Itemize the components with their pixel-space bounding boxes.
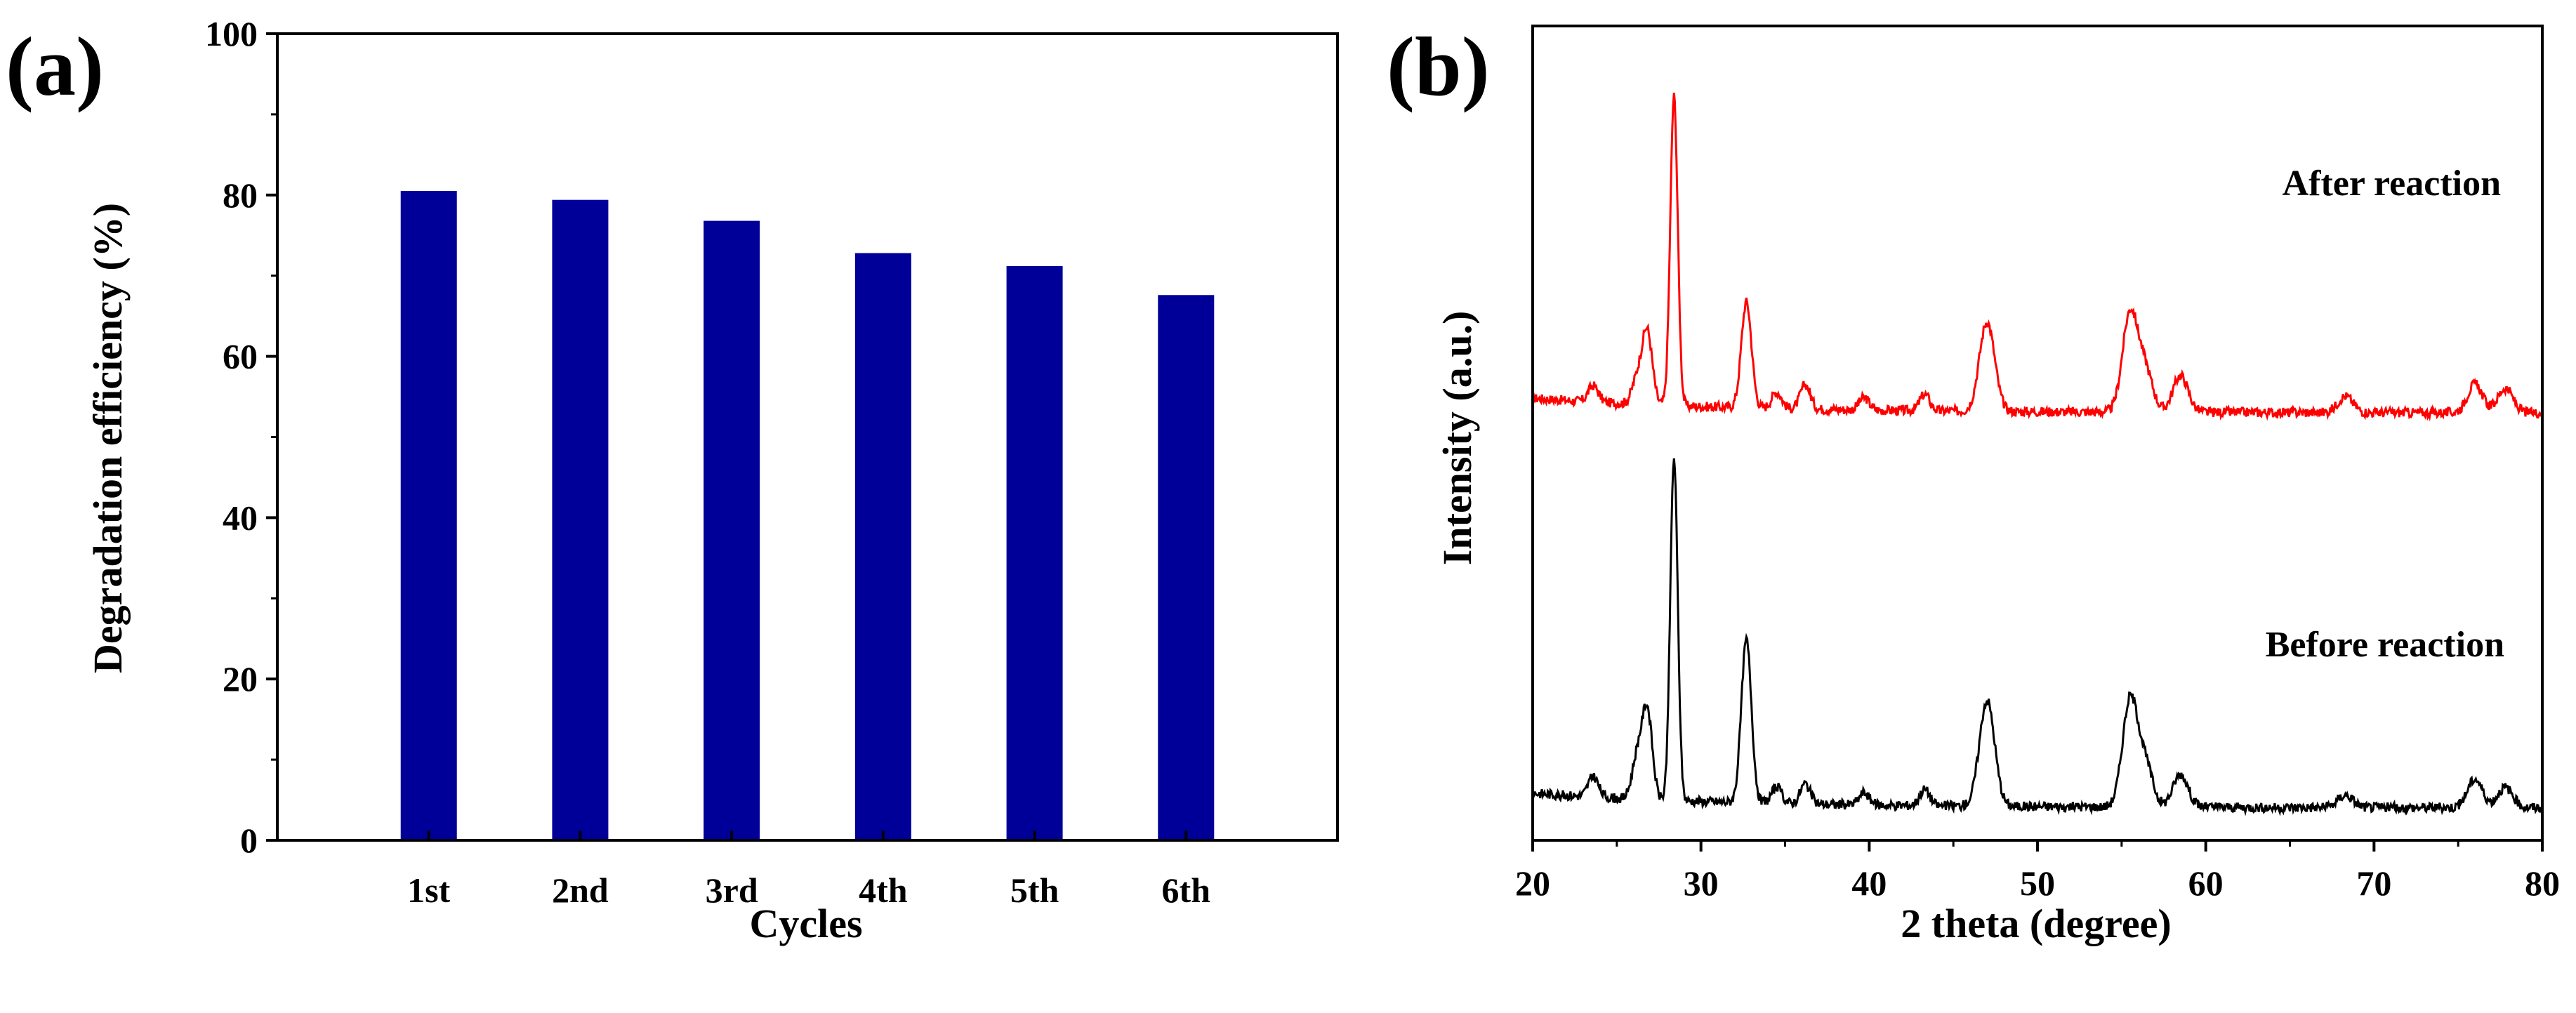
series-line-after-reaction	[1532, 93, 2543, 422]
axes-a: 1st 2nd 3rd 4th 5th 6th 0 20 40 60 80 100	[205, 14, 1339, 910]
x-tick-label: 1st	[407, 870, 450, 910]
y-axis-label-a: Degradation efficiency (%)	[85, 203, 131, 673]
x-tick-label: 40	[1851, 863, 1887, 903]
y-tick-label: 80	[223, 176, 258, 215]
x-axis-label-b: 2 theta (degree)	[1901, 901, 2171, 946]
series-line-before-reaction	[1531, 458, 2544, 816]
y-tick-label: 60	[223, 337, 258, 376]
bar-4th	[854, 253, 911, 840]
y-tick-label: 20	[223, 659, 258, 698]
axes-b: 20 30 40 50 60 70 80	[1515, 25, 2560, 903]
panel-label-b: (b)	[1387, 20, 1490, 113]
xrd-line-chart-panel: (b) Intensity (a.u.) 2 theta (degree) 20…	[1387, 20, 2560, 946]
bar-chart-panel: (a) Degradation efficiency (%) Cycles 1s…	[6, 14, 1339, 946]
y-tick-label: 40	[223, 498, 258, 537]
line-group	[1531, 93, 2544, 816]
series-label-after: After reaction	[2283, 164, 2501, 204]
bar-6th	[1158, 295, 1215, 840]
x-tick-label: 50	[2020, 863, 2055, 903]
series-label-before: Before reaction	[2266, 625, 2504, 665]
x-tick-label: 80	[2525, 863, 2560, 903]
y-tick-label: 100	[205, 14, 258, 53]
bar-group	[400, 191, 1215, 841]
bar-2nd	[552, 199, 609, 841]
x-tick-label: 4th	[859, 870, 908, 910]
bar-1st	[400, 191, 457, 840]
x-tick-label: 70	[2356, 863, 2391, 903]
x-tick-label: 6th	[1162, 870, 1211, 910]
x-tick-label: 20	[1515, 863, 1550, 903]
x-tick-label: 30	[1684, 863, 1719, 903]
x-tick-label: 5th	[1010, 870, 1059, 910]
x-tick-label: 60	[2188, 863, 2224, 903]
plot-frame-b	[1531, 25, 2544, 842]
bar-5th	[1006, 265, 1063, 840]
x-axis-label-a: Cycles	[749, 901, 862, 946]
panel-label-a: (a)	[6, 20, 104, 113]
x-tick-label: 2nd	[552, 870, 609, 910]
bar-3rd	[704, 220, 760, 840]
x-tick-label: 3rd	[706, 870, 758, 910]
y-tick-label: 0	[240, 821, 258, 860]
y-axis-label-b: Intensity (a.u.)	[1434, 311, 1480, 566]
